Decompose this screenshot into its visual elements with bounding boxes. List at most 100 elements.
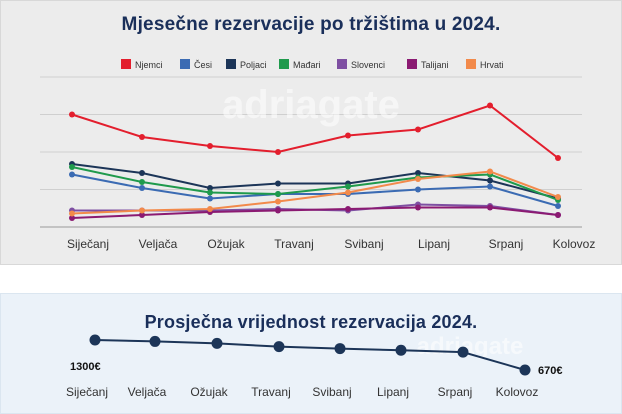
legend-label: Česi	[194, 60, 212, 70]
average-value-panel: Prosječna vrijednost rezervacija 2024.	[0, 293, 622, 414]
data-point	[334, 343, 346, 355]
legend-swatch	[407, 59, 417, 69]
data-point	[487, 183, 493, 190]
data-point	[139, 170, 145, 176]
data-point	[275, 191, 281, 197]
legend-label: Hrvati	[480, 60, 504, 70]
data-point	[207, 185, 213, 191]
data-point	[207, 143, 213, 149]
x-tick-label: Srpanj	[489, 237, 524, 251]
legend-label: Talijani	[421, 60, 449, 70]
legend-label: Poljaci	[240, 60, 267, 70]
legend-item-hrvati: Hrvati	[466, 59, 504, 70]
data-point	[345, 132, 351, 139]
x-tick-label: Ožujak	[190, 385, 228, 399]
data-point	[415, 170, 421, 176]
data-point	[415, 186, 421, 193]
legend-item-slovenci: Slovenci	[337, 59, 385, 70]
data-point	[487, 168, 493, 175]
x-tick-label: Lipanj	[418, 237, 450, 251]
data-point	[555, 203, 561, 209]
data-point	[345, 183, 351, 190]
data-point	[555, 155, 561, 161]
x-tick-label: Kolovoz	[553, 237, 596, 251]
data-point	[69, 111, 75, 118]
data-point	[139, 212, 145, 218]
series-line	[71, 166, 559, 201]
series-line	[71, 163, 559, 200]
legend-label: Njemci	[135, 60, 163, 70]
x-tick-label: Veljača	[139, 237, 178, 251]
data-point	[487, 177, 493, 184]
data-point	[69, 210, 75, 217]
data-point	[275, 198, 281, 205]
data-point	[487, 102, 493, 109]
data-point	[345, 206, 351, 212]
monthly-bookings-panel: Mjesečne rezervacije po tržištima u 2024…	[0, 0, 622, 265]
x-tick-label: Siječanj	[67, 237, 109, 251]
data-point	[555, 212, 561, 218]
series-line	[71, 173, 559, 207]
data-point	[395, 344, 407, 356]
legend-swatch	[337, 59, 347, 69]
legend-label: Mađari	[293, 60, 321, 70]
data-point	[207, 195, 213, 202]
series-line	[71, 170, 559, 215]
legend-item-poljaci: Poljaci	[226, 59, 267, 70]
data-point	[211, 337, 223, 349]
series-line	[94, 339, 526, 371]
data-point	[487, 204, 493, 211]
series-line	[71, 104, 559, 159]
legend-item-cesi: Česi	[180, 59, 212, 70]
data-point	[457, 346, 469, 358]
x-tick-label: Siječanj	[66, 385, 108, 399]
series-hrvati	[69, 168, 561, 217]
monthly-bookings-title: Mjesečne rezervacije po tržištima u 2024…	[121, 14, 501, 35]
legend-swatch	[279, 59, 289, 69]
data-point	[149, 335, 161, 347]
legend-swatch	[466, 59, 476, 69]
series-line	[71, 206, 559, 219]
data-point	[139, 134, 145, 140]
legend-swatch	[121, 59, 131, 69]
data-point	[69, 215, 75, 221]
x-tick-label: Lipanj	[377, 385, 409, 399]
data-point	[139, 185, 145, 191]
legend-swatch	[180, 59, 190, 69]
data-point	[207, 206, 213, 212]
data-point	[69, 164, 75, 170]
data-point	[207, 189, 213, 196]
data-point	[415, 126, 421, 133]
x-tick-label: Travanj	[251, 385, 291, 399]
series-talijani	[69, 204, 561, 221]
monthly-bookings-chart: adriagate Njemci Česi Poljaci Mađari Slovenci…	[40, 59, 596, 251]
watermark-logo: adriagate	[417, 333, 524, 360]
data-point	[89, 334, 101, 346]
data-point	[275, 207, 281, 214]
legend-swatch	[226, 59, 236, 69]
legend-item-ma-ari: Mađari	[279, 59, 321, 70]
watermark-logo: adriagate	[222, 83, 400, 127]
value-label-first: 1300€	[70, 361, 101, 373]
legend-item-njemci: Njemci	[121, 59, 163, 70]
data-point	[415, 176, 421, 182]
data-point	[69, 171, 75, 178]
x-tick-label: Travanj	[274, 237, 314, 251]
data-point	[275, 180, 281, 187]
data-point	[139, 207, 145, 214]
data-point	[139, 179, 145, 185]
x-tick-label: Svibanj	[312, 385, 351, 399]
x-tick-label: Kolovoz	[496, 385, 539, 399]
data-point	[519, 364, 531, 376]
series-njemci	[69, 102, 561, 161]
legend-label: Slovenci	[351, 60, 385, 70]
x-tick-label: Ožujak	[207, 237, 245, 251]
value-label-last: 670€	[538, 365, 562, 377]
series-average-value	[89, 334, 531, 376]
x-tick-label: Veljača	[128, 385, 167, 399]
data-point	[273, 341, 285, 353]
average-value-title: Prosječna vrijednost rezervacija 2024.	[144, 312, 478, 332]
legend-item-talijani: Talijani	[407, 59, 449, 70]
data-point	[555, 194, 561, 200]
